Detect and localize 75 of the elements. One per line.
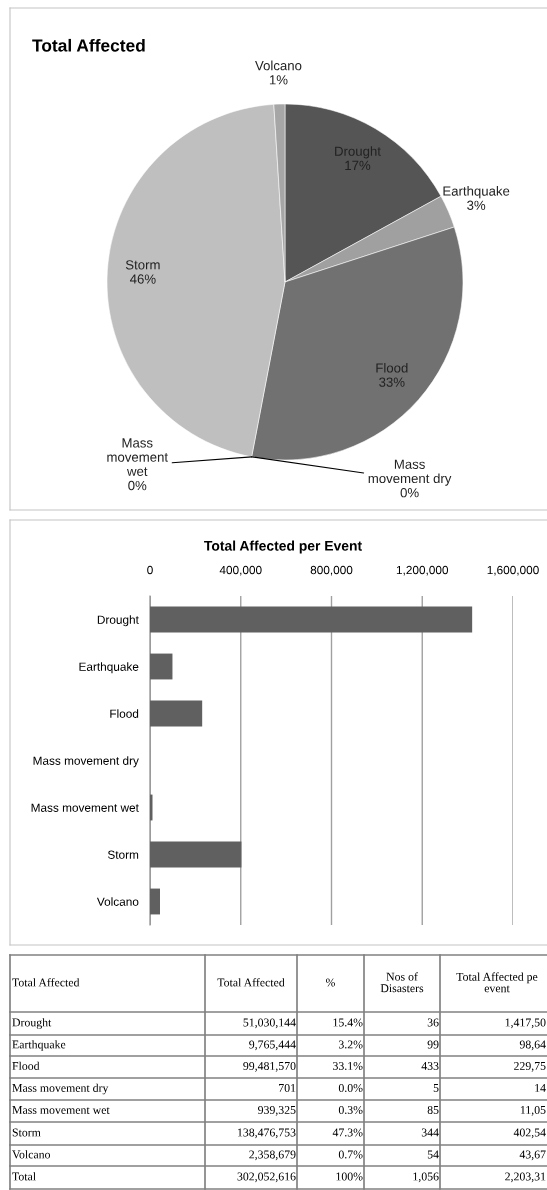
x-tick-label: 400,000 — [219, 565, 262, 576]
text: 33.1% — [333, 1061, 363, 1071]
x-tick-label: 800,000 — [310, 565, 353, 576]
text: 99,481,570 — [243, 1061, 296, 1072]
text: 47.3% — [332, 1128, 363, 1137]
slice-label: Flood — [376, 362, 408, 373]
category-label: Mass movement dry — [12, 1083, 109, 1095]
text: 433 — [421, 1062, 439, 1070]
bar — [150, 841, 242, 868]
text: 0.0% — [338, 1083, 363, 1093]
category-label: Total Affected — [12, 978, 80, 987]
y-tick-label: Flood — [110, 709, 139, 718]
category-label: Mass movement wet — [12, 1106, 110, 1114]
text: 0.3% — [338, 1105, 363, 1115]
text: 98,64 — [519, 1040, 546, 1051]
text: 36 — [427, 1018, 439, 1027]
category-label: Drought — [12, 1018, 52, 1029]
text: 0.7% — [338, 1150, 363, 1159]
category-label: Mass movement dry — [368, 459, 452, 486]
text: 0% — [128, 480, 147, 491]
slice-label: Earthquake — [443, 186, 510, 199]
text: 11,05 — [520, 1105, 546, 1116]
text: 344 — [421, 1128, 439, 1137]
category-label: Nos of Disasters — [380, 972, 424, 993]
y-tick-label: Mass movement dry — [33, 756, 139, 768]
slice-label: Storm — [125, 260, 160, 270]
y-tick-label: Mass movement wet — [31, 803, 139, 812]
text: 54 — [427, 1150, 439, 1159]
y-tick-label: Storm — [107, 850, 139, 859]
text: 100% — [336, 1172, 363, 1181]
category-label: Total Affected — [217, 978, 285, 987]
text: 5 — [433, 1084, 439, 1092]
bar — [150, 888, 160, 915]
y-tick-label: Drought — [97, 615, 139, 627]
data-label: 1% — [269, 75, 288, 85]
text: 0% — [400, 487, 419, 498]
text: 14 — [535, 1084, 546, 1092]
y-tick-label: Earthquake — [79, 662, 139, 674]
text: 1,417,50 — [505, 1018, 546, 1029]
chart-title: Total Affected per Event — [204, 540, 362, 554]
category-label: Total Affected pe event — [456, 972, 538, 993]
text: 15.4% — [333, 1018, 363, 1027]
category-label: Earthquake — [12, 1040, 66, 1051]
data-label: 46% — [129, 274, 156, 284]
text: 99 — [427, 1040, 439, 1049]
category-label: Flood — [12, 1061, 40, 1070]
category-label: Volcano — [12, 1150, 51, 1159]
category-label: Total — [12, 1172, 36, 1181]
text: 85 — [427, 1105, 439, 1114]
text: 2,203,31 — [505, 1172, 546, 1183]
y-tick-label: Volcano — [96, 897, 139, 906]
text: 43,67 — [519, 1150, 546, 1161]
text: 402,54 — [513, 1128, 546, 1139]
data-label: 3% — [467, 200, 486, 210]
text: 138,476,753 — [238, 1128, 296, 1139]
text: 939,325 — [258, 1106, 296, 1116]
text: 51,030,144 — [243, 1018, 296, 1029]
slice-label: Volcano — [255, 60, 302, 71]
text: 229,75 — [514, 1062, 546, 1072]
x-tick-label: 1,600,000 — [487, 565, 539, 576]
bar — [150, 700, 203, 727]
text: 2,358,679 — [249, 1150, 296, 1161]
text: 3.2% — [338, 1040, 363, 1049]
text: 1,056 — [413, 1172, 439, 1183]
text: 9,765,444 — [249, 1040, 296, 1051]
text: 701 — [279, 1083, 296, 1092]
data-label: 33% — [379, 377, 405, 387]
chart-title: Total Affected — [32, 38, 145, 52]
category-label: % — [325, 978, 336, 987]
text: 302,052,616 — [237, 1172, 296, 1183]
bar — [150, 606, 473, 633]
category-label: Storm — [12, 1128, 41, 1137]
x-tick-label: 1,200,000 — [396, 565, 449, 576]
bar — [150, 653, 173, 680]
x-tick-label: 0 — [147, 565, 153, 575]
